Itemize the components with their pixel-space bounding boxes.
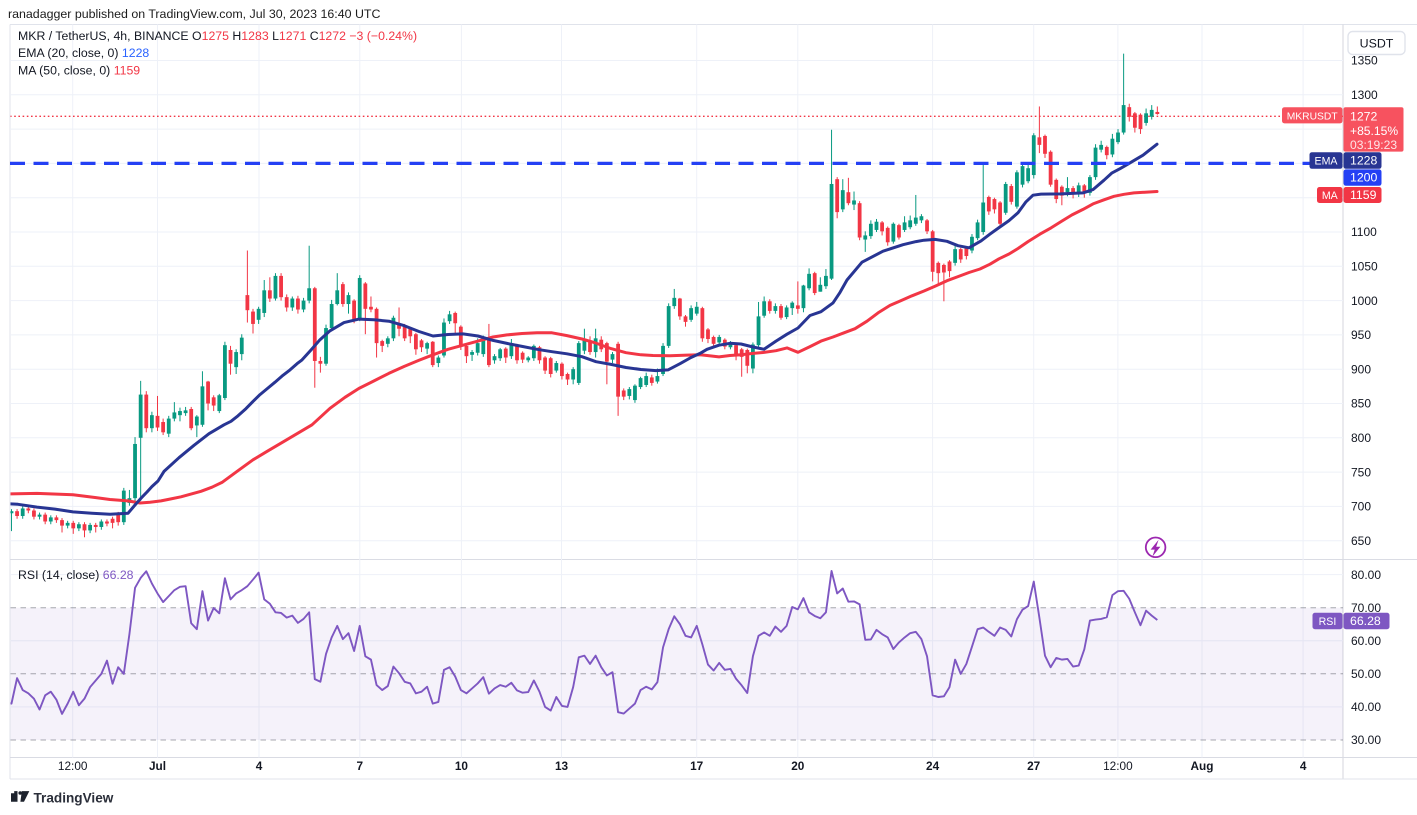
svg-text:EMA (20, close, 0) 1228: EMA (20, close, 0) 1228 — [18, 46, 149, 60]
svg-text:RSI: RSI — [1319, 616, 1337, 628]
svg-text:1000: 1000 — [1351, 294, 1378, 308]
svg-text:750: 750 — [1351, 465, 1371, 479]
svg-text:70.00: 70.00 — [1351, 601, 1381, 615]
svg-text:10: 10 — [455, 759, 469, 773]
svg-text:03:19:23: 03:19:23 — [1350, 138, 1397, 152]
svg-text:MKR / TetherUS, 4h, BINANCE O: MKR / TetherUS, 4h, BINANCE O1275 H1283 … — [18, 29, 417, 43]
svg-text:MA: MA — [1322, 190, 1339, 202]
svg-text:1272: 1272 — [1350, 110, 1378, 124]
svg-text:1200: 1200 — [1350, 171, 1378, 185]
svg-text:30.00: 30.00 — [1351, 733, 1381, 747]
svg-text:1228: 1228 — [1350, 154, 1378, 168]
svg-text:13: 13 — [555, 759, 569, 773]
svg-text:700: 700 — [1351, 500, 1371, 514]
svg-text:800: 800 — [1351, 431, 1371, 445]
svg-text:ranadagger published on Tradin: ranadagger published on TradingView.com,… — [8, 7, 380, 21]
svg-text:Aug: Aug — [1191, 759, 1214, 773]
svg-text:66.28: 66.28 — [1350, 614, 1381, 628]
svg-text:60.00: 60.00 — [1351, 634, 1381, 648]
svg-text:17: 17 — [690, 759, 704, 773]
svg-text:80.00: 80.00 — [1351, 568, 1381, 582]
svg-text:24: 24 — [926, 759, 940, 773]
svg-text:20: 20 — [791, 759, 805, 773]
svg-text:12:00: 12:00 — [58, 759, 88, 773]
svg-text:MKRUSDT: MKRUSDT — [1287, 111, 1339, 122]
svg-text:900: 900 — [1351, 362, 1371, 376]
svg-text:1100: 1100 — [1351, 225, 1377, 239]
svg-text:1050: 1050 — [1351, 260, 1378, 274]
svg-text:TradingView: TradingView — [34, 790, 114, 805]
svg-text:950: 950 — [1351, 328, 1371, 342]
svg-text:1159: 1159 — [1350, 188, 1377, 202]
svg-text:Jul: Jul — [149, 759, 166, 773]
svg-text:7: 7 — [357, 759, 364, 773]
svg-text:4: 4 — [1300, 759, 1307, 773]
svg-text:50.00: 50.00 — [1351, 667, 1381, 681]
svg-text:40.00: 40.00 — [1351, 700, 1381, 714]
svg-text:RSI (14, close) 66.28: RSI (14, close) 66.28 — [18, 568, 134, 582]
svg-text:4: 4 — [256, 759, 263, 773]
svg-text:1350: 1350 — [1351, 54, 1378, 68]
svg-text:650: 650 — [1351, 534, 1371, 548]
svg-text:27: 27 — [1027, 759, 1041, 773]
svg-text:850: 850 — [1351, 397, 1371, 411]
svg-text:1300: 1300 — [1351, 88, 1378, 102]
svg-text:USDT: USDT — [1360, 37, 1394, 51]
svg-text:+85.15%: +85.15% — [1350, 124, 1398, 138]
svg-text:MA (50, close, 0) 1159: MA (50, close, 0) 1159 — [18, 64, 140, 78]
svg-text:12:00: 12:00 — [1103, 759, 1133, 773]
svg-text:EMA: EMA — [1315, 156, 1339, 168]
